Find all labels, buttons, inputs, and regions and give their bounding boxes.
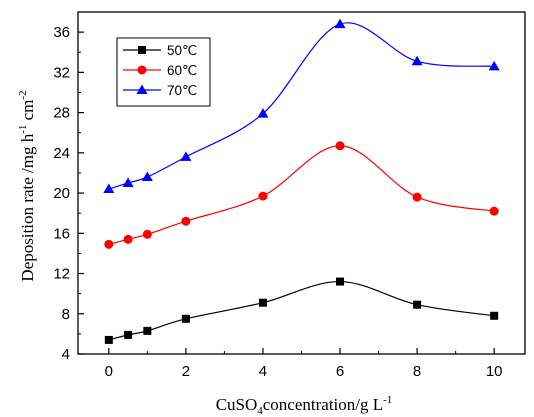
y-tick-label: 24 — [53, 145, 70, 162]
data-point — [411, 55, 423, 66]
y-tick-label: 4 — [62, 346, 70, 363]
data-point — [488, 60, 500, 71]
data-point — [124, 330, 133, 339]
series-line-2 — [108, 145, 495, 245]
data-point — [258, 191, 268, 201]
data-point — [490, 311, 499, 320]
data-point — [143, 326, 152, 335]
y-tick-label: 32 — [53, 64, 70, 81]
x-tick-label: 0 — [105, 363, 113, 380]
x-tick-label: 10 — [486, 363, 503, 380]
data-point — [413, 300, 422, 309]
legend-box — [116, 37, 211, 107]
legend-marker — [136, 84, 148, 94]
y-tick-label: 8 — [62, 306, 70, 323]
data-point — [412, 192, 422, 202]
y-tick-label: 12 — [53, 266, 70, 283]
y-tick-label: 28 — [53, 105, 70, 122]
data-point — [258, 298, 267, 307]
x-tick-label: 6 — [336, 363, 344, 380]
series-line-3 — [108, 22, 495, 190]
x-tick-label: 4 — [259, 363, 267, 380]
data-point — [181, 216, 191, 226]
y-axis-label: Deposition rate /mg h-1 cm-2 — [17, 90, 37, 281]
y-tick-label: 16 — [53, 225, 70, 242]
data-point — [181, 314, 190, 323]
legend-label: 70℃ — [167, 83, 197, 98]
data-point — [336, 277, 345, 286]
data-point — [123, 234, 133, 244]
x-tick-label: 8 — [413, 363, 421, 380]
x-tick-label: 2 — [182, 363, 190, 380]
y-tick-label: 36 — [53, 24, 70, 41]
data-point — [180, 151, 192, 161]
legend-marker — [138, 46, 146, 54]
data-point — [335, 141, 345, 151]
data-point — [104, 239, 114, 249]
legend-label: 50℃ — [167, 43, 197, 58]
legend-label: 60℃ — [167, 63, 197, 78]
data-point — [489, 206, 499, 216]
data-point — [122, 177, 134, 187]
x-axis-label: CuSO4concentration/g L-1 — [216, 394, 393, 417]
data-point — [142, 229, 152, 239]
data-point — [103, 183, 115, 194]
data-point — [334, 18, 346, 29]
data-point — [141, 171, 153, 181]
legend-marker — [137, 65, 147, 75]
y-tick-label: 20 — [53, 185, 70, 202]
data-point — [104, 335, 113, 344]
legend: 50℃ 60℃ 70℃ — [116, 37, 211, 107]
data-point — [257, 108, 269, 118]
